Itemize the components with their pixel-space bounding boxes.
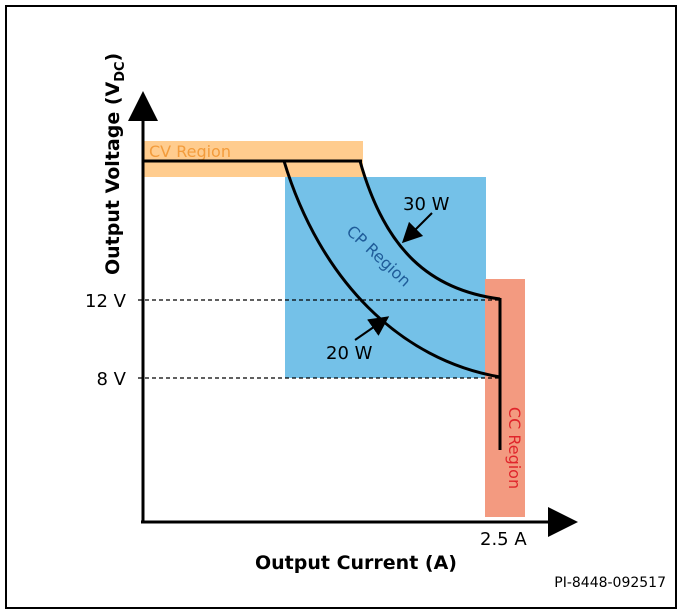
- x-axis-title: Output Current (A): [255, 552, 457, 574]
- outer-border: [5, 5, 677, 609]
- 30w-label: 30 W: [403, 194, 450, 215]
- y-axis-title-close: ): [102, 53, 124, 62]
- y-tick-12v: 12 V: [85, 291, 127, 312]
- cp-region-box: [285, 177, 486, 378]
- cv-region-band: [143, 141, 363, 177]
- 20w-power-curve: [282, 160, 501, 379]
- 20w-pointer-arrow: [354, 316, 390, 341]
- 30w-pointer-arrow: [401, 212, 433, 244]
- 20w-label: 20 W: [326, 343, 373, 364]
- cv-region-label: CV Region: [149, 142, 231, 161]
- part-number: PI-8448-092517: [554, 575, 666, 591]
- y-axis-title-main: Output Voltage (V: [102, 81, 124, 275]
- x-tick-2-5a: 2.5 A: [480, 529, 527, 550]
- cc-region-label: CC Region: [505, 407, 524, 489]
- y-tick-8v: 8 V: [97, 369, 127, 390]
- y-axis-title: Output Voltage (VDC): [102, 53, 128, 275]
- 30w-power-curve: [358, 160, 501, 301]
- cc-region-band: [485, 279, 525, 517]
- y-axis-title-subscript: DC: [113, 61, 128, 81]
